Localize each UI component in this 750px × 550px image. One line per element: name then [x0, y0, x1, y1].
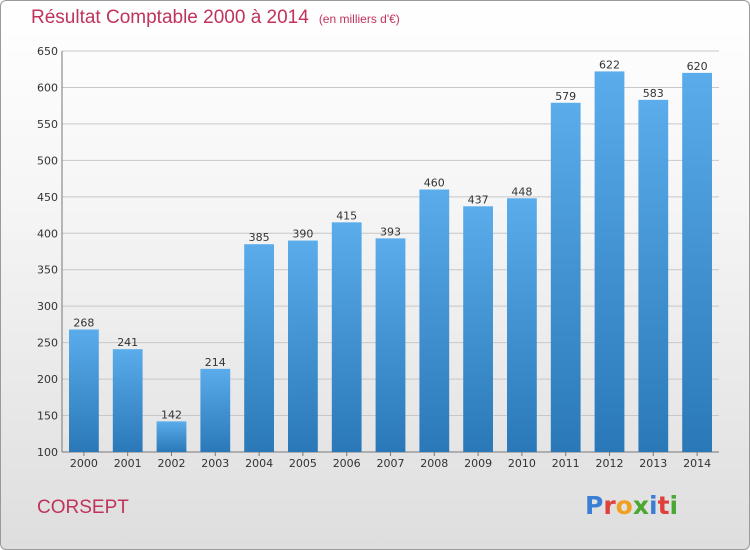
x-tick-label-2007: 2007	[377, 457, 405, 470]
logo-letter: P	[585, 491, 604, 520]
bar-2012	[594, 71, 625, 452]
bar-2006	[331, 222, 362, 452]
data-label-2000: 268	[73, 317, 94, 330]
bar-2010	[507, 198, 537, 452]
bar-2007	[375, 238, 406, 452]
bar-2011	[550, 102, 581, 453]
y-tick-label: 300	[37, 300, 58, 313]
bar-2013	[638, 99, 669, 452]
x-tick-label-2009: 2009	[464, 457, 492, 470]
data-label-2008: 460	[424, 177, 445, 190]
x-tick-label-2011: 2011	[552, 457, 580, 470]
logo-letter: x	[632, 491, 649, 520]
bar-2014	[682, 72, 712, 452]
bar-2001	[112, 349, 143, 452]
x-tick-label-2013: 2013	[639, 457, 667, 470]
x-tick-label-2000: 2000	[70, 457, 98, 470]
y-tick-label: 500	[37, 154, 58, 167]
proxiti-logo: Proxiti	[585, 491, 678, 520]
data-label-2009: 437	[468, 193, 489, 206]
y-tick-label: 350	[37, 264, 58, 277]
y-tick-label: 650	[37, 45, 58, 58]
data-label-2014: 620	[687, 60, 708, 73]
bars	[69, 71, 712, 453]
bar-2003	[200, 368, 231, 452]
data-label-2003: 214	[205, 356, 226, 369]
logo-letter: o	[615, 491, 633, 520]
chart-unit: (en milliers d'€)	[318, 12, 400, 26]
x-tick-label-2005: 2005	[289, 457, 317, 470]
data-label-2006: 415	[336, 209, 357, 222]
y-tick-label: 450	[37, 191, 58, 204]
data-label-2012: 622	[599, 58, 620, 71]
logo-letter: r	[603, 491, 616, 520]
chart-title: Résultat Comptable 2000 à 2014	[31, 7, 309, 28]
y-tick-label: 600	[37, 81, 58, 94]
y-tick-label: 100	[37, 446, 58, 459]
data-label-2002: 142	[161, 408, 182, 421]
data-label-2001: 241	[117, 336, 138, 349]
bar-2004	[244, 244, 274, 452]
y-tick-label: 400	[37, 227, 58, 240]
y-tick-label: 150	[37, 410, 58, 423]
x-tick-labels: 2000 2001 2002 2003 2004 2005 2006 2007 2008 2009…	[70, 457, 711, 470]
location-name: CORSEPT	[37, 497, 129, 518]
x-tick-label-2004: 2004	[245, 457, 273, 470]
y-tick-labels: 100 150 200 250 300 350 400 450 500 550 600 650	[37, 45, 58, 459]
bar-2005	[288, 240, 318, 452]
bar-2002	[156, 421, 187, 452]
data-label-2011: 579	[555, 90, 576, 103]
x-tick-label-2012: 2012	[596, 457, 624, 470]
logo-letter: i	[669, 491, 679, 520]
y-tick-label: 200	[37, 373, 58, 386]
x-tick-label-2003: 2003	[201, 457, 229, 470]
data-label-2005: 390	[292, 228, 313, 241]
x-tick-label-2010: 2010	[508, 457, 536, 470]
data-label-2007: 393	[380, 225, 401, 238]
y-tick-label: 550	[37, 118, 58, 131]
bar-2008	[419, 189, 450, 452]
bar-2000	[69, 329, 99, 452]
bar-2009	[463, 206, 493, 452]
x-tick-label-2006: 2006	[333, 457, 361, 470]
data-label-2010: 448	[511, 185, 532, 198]
data-label-2013: 583	[643, 87, 664, 100]
x-tick-label-2002: 2002	[158, 457, 186, 470]
data-label-2004: 385	[249, 231, 270, 244]
y-tick-label: 250	[37, 337, 58, 350]
logo-letter: t	[657, 491, 670, 520]
x-tick-label-2014: 2014	[683, 457, 711, 470]
x-tick-label-2001: 2001	[114, 457, 142, 470]
data-labels: 268 241 142 214 385 390 415 393 460 437 448 579 622 5…	[73, 58, 707, 421]
x-tick-label-2008: 2008	[420, 457, 448, 470]
chart-title-block: Résultat Comptable 2000 à 2014 (en millie…	[31, 7, 400, 29]
logo-letter: i	[649, 491, 658, 520]
